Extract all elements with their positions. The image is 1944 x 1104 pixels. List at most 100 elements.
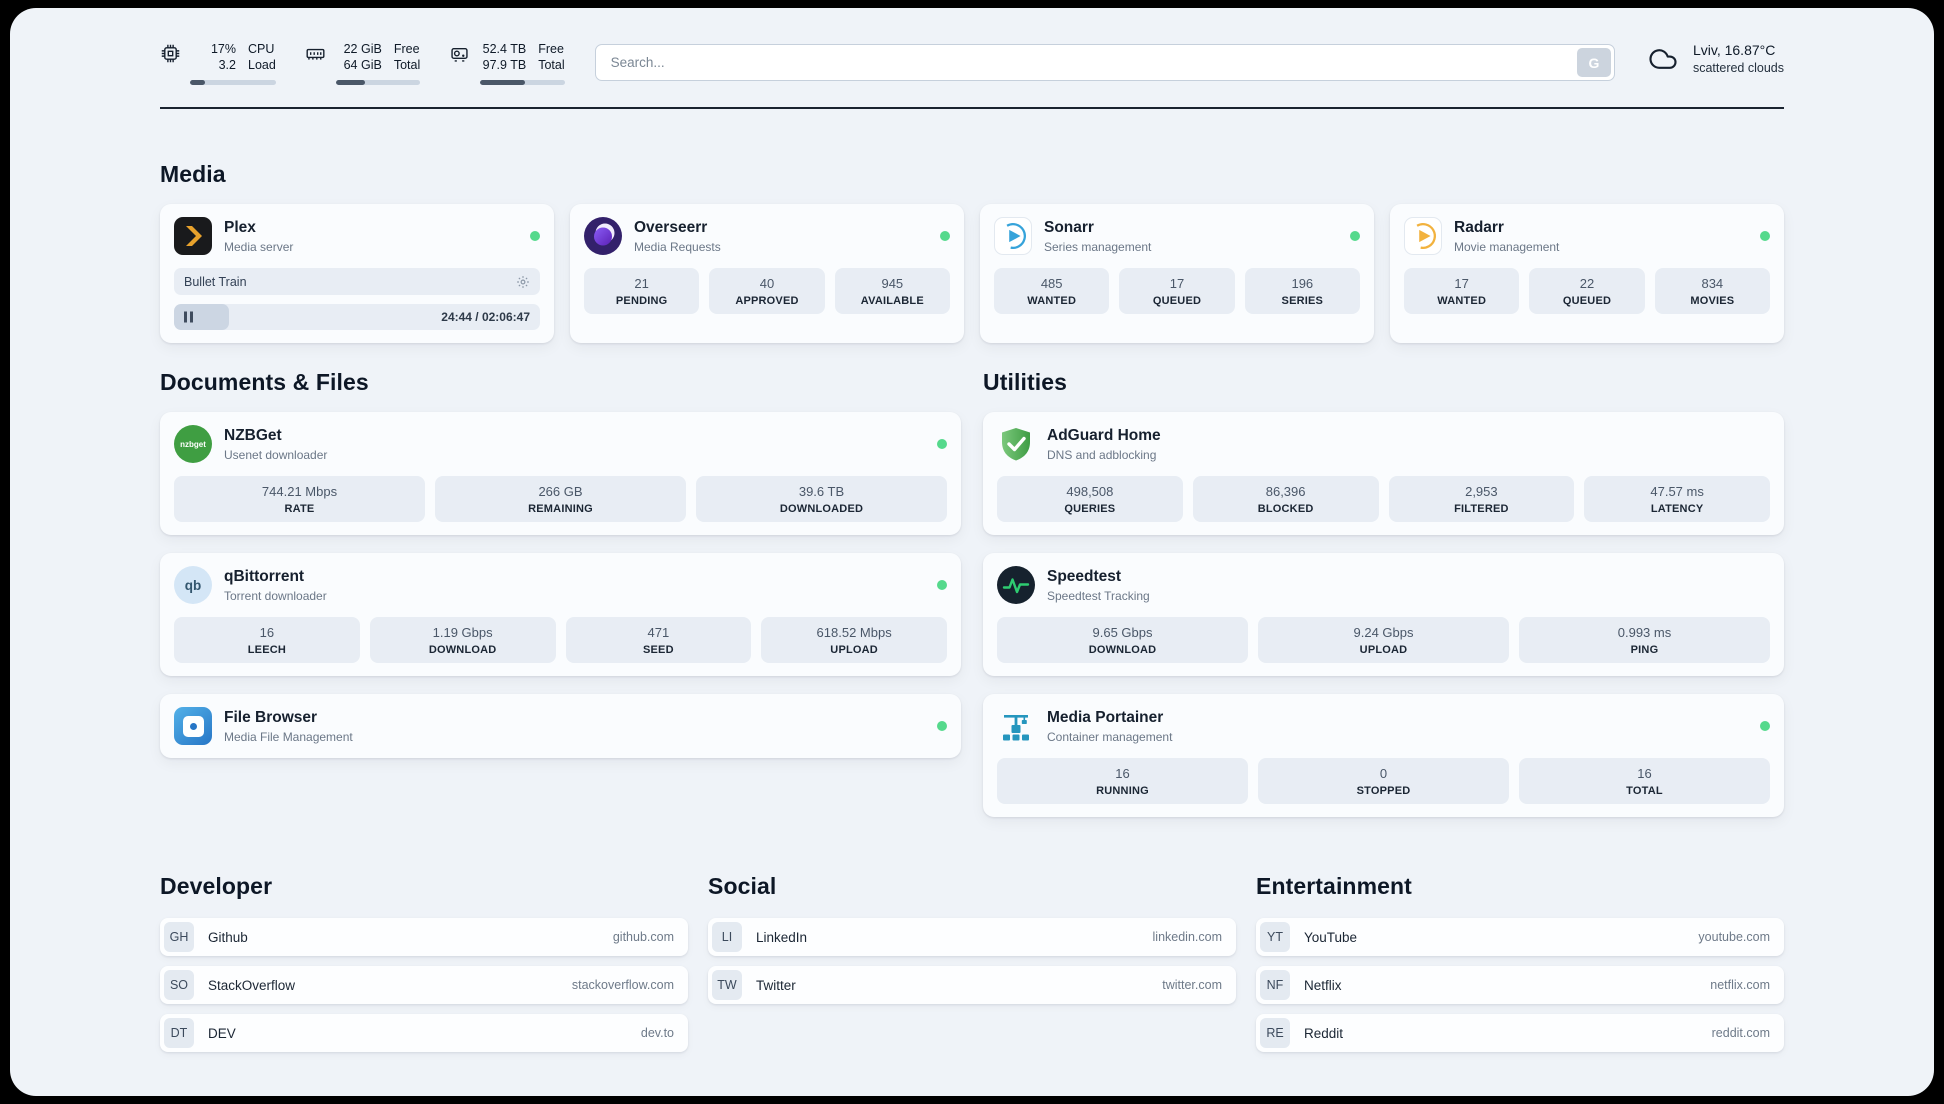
bookmark-abbr: TW — [712, 970, 742, 1001]
bookmark-abbr: YT — [1260, 922, 1290, 953]
bookmark-reddit[interactable]: RE Reddit reddit.com — [1256, 1014, 1784, 1053]
stat-value: 21 — [634, 276, 649, 292]
app-card-radarr[interactable]: Radarr Movie management 17 WANTED 22 QUE… — [1390, 204, 1784, 344]
app-subtitle: Container management — [1047, 729, 1173, 744]
search-engine-button[interactable]: G — [1576, 48, 1611, 77]
bookmark-name: Twitter — [756, 977, 796, 993]
app-card-speedtest[interactable]: Speedtest Speedtest Tracking 9.65 Gbps D… — [983, 553, 1784, 677]
bookmark-github[interactable]: GH Github github.com — [160, 918, 688, 957]
app-name: Media Portainer — [1047, 708, 1164, 726]
stat-tile: 16 LEECH — [174, 617, 360, 664]
stat-tile: 22 QUEUED — [1529, 268, 1645, 315]
section-utilities: Utilities — [983, 369, 1784, 818]
sonarr-icon — [994, 217, 1032, 256]
bookmark-url: github.com — [612, 930, 674, 945]
settings-gear-icon[interactable] — [516, 275, 530, 289]
entertainment-section-title: Entertainment — [1256, 873, 1412, 900]
bookmark-netflix[interactable]: NF Netflix netflix.com — [1256, 966, 1784, 1005]
app-name: NZBGet — [224, 426, 282, 444]
disk-label2: Total — [538, 57, 565, 72]
app-subtitle: Media File Management — [224, 729, 353, 744]
stat-value: 945 — [881, 276, 904, 292]
bookmark-abbr: DT — [164, 1018, 194, 1049]
app-card-qbittorrent[interactable]: qb qBittorrent Torrent downloader 16 LEE… — [160, 553, 961, 677]
search-input[interactable] — [594, 44, 1615, 81]
status-dot — [1760, 721, 1770, 732]
plex-progress-bar[interactable]: 24:44 / 02:06:47 — [174, 304, 540, 331]
app-card-plex[interactable]: Plex Media server Bullet Train — [160, 204, 554, 344]
ram-free-value: 22 GiB — [343, 42, 382, 56]
weather-widget: Lviv, 16.87°C scattered clouds — [1645, 42, 1784, 75]
app-card-overseerr[interactable]: Overseerr Media Requests 21 PENDING 40 A… — [570, 204, 964, 344]
stat-tile: 40 APPROVED — [709, 268, 825, 315]
stat-label: UPLOAD — [830, 644, 878, 657]
pause-icon[interactable] — [184, 311, 193, 323]
status-dot — [937, 721, 947, 732]
stat-tile: 17 QUEUED — [1119, 268, 1235, 315]
bookmark-url: youtube.com — [1698, 930, 1770, 945]
stat-value: 471 — [647, 625, 670, 641]
radarr-icon — [1404, 217, 1442, 256]
bookmark-abbr: NF — [1260, 970, 1290, 1001]
app-name: Speedtest — [1047, 567, 1122, 585]
app-card-nzbget[interactable]: nzbget NZBGet Usenet downloader 744.21 M… — [160, 412, 961, 536]
status-dot — [937, 439, 947, 450]
bookmark-url: stackoverflow.com — [571, 978, 674, 993]
disk-label: Free — [538, 42, 564, 56]
stat-tile: 498,508 QUERIES — [997, 476, 1183, 523]
stat-label: QUEUED — [1562, 295, 1612, 308]
search-bar: G — [594, 44, 1615, 81]
stat-value: 47.57 ms — [1650, 484, 1704, 500]
documents-section-title: Documents & Files — [160, 369, 369, 396]
speedtest-icon — [997, 566, 1035, 605]
app-card-filebrowser[interactable]: File Browser Media File Management — [160, 694, 961, 759]
app-subtitle: Speedtest Tracking — [1047, 588, 1150, 603]
section-social: Social LI LinkedIn linkedin.com TW Twitt… — [708, 873, 1236, 1052]
stat-label: PING — [1630, 644, 1659, 657]
app-subtitle: Media Requests — [634, 239, 721, 254]
cpu-load-value: 3.2 — [218, 57, 236, 72]
plex-icon — [174, 217, 212, 256]
stat-label: REMAINING — [528, 503, 593, 516]
bookmark-stackoverflow[interactable]: SO StackOverflow stackoverflow.com — [160, 966, 688, 1005]
stat-tile: 1.19 Gbps DOWNLOAD — [369, 617, 556, 664]
stat-tile: 9.24 Gbps UPLOAD — [1258, 617, 1509, 664]
stat-value: 9.65 Gbps — [1092, 625, 1153, 641]
disk-progress-fill — [480, 80, 525, 86]
bookmark-name: Netflix — [1304, 977, 1342, 993]
ram-progress-track — [335, 80, 421, 86]
stat-label: FILTERED — [1454, 503, 1509, 516]
stat-tile: 39.6 TB DOWNLOADED — [696, 476, 947, 523]
stat-tile: 0 STOPPED — [1258, 758, 1509, 805]
app-card-adguard[interactable]: AdGuard Home DNS and adblocking 498,508 … — [983, 412, 1784, 536]
app-card-portainer[interactable]: Media Portainer Container management 16 … — [983, 694, 1784, 818]
stat-value: 16 — [1115, 766, 1130, 782]
weather-location: Lviv, 16.87°C — [1692, 42, 1776, 58]
bookmark-name: StackOverflow — [208, 977, 296, 993]
stat-label: DOWNLOAD — [428, 644, 497, 657]
stat-label: MOVIES — [1690, 295, 1735, 308]
cpu-values: 17% 3.2 — [190, 42, 236, 73]
stat-value: 618.52 Mbps — [816, 625, 892, 641]
stat-label: WANTED — [1437, 295, 1487, 308]
bookmark-name: DEV — [208, 1025, 236, 1041]
now-playing-title: Bullet Train — [184, 274, 247, 289]
bookmark-twitter[interactable]: TW Twitter twitter.com — [708, 966, 1236, 1005]
bookmark-youtube[interactable]: YT YouTube youtube.com — [1256, 918, 1784, 957]
app-card-sonarr[interactable]: Sonarr Series management 485 WANTED 17 Q… — [980, 204, 1374, 344]
stat-label: RUNNING — [1096, 785, 1149, 798]
stat-label: DOWNLOAD — [1088, 644, 1157, 657]
bookmark-url: netflix.com — [1710, 978, 1770, 993]
stat-value: 744.21 Mbps — [261, 484, 338, 500]
bookmark-url: reddit.com — [1711, 1026, 1770, 1041]
stat-value: 0 — [1379, 766, 1388, 782]
stat-tile: 945 AVAILABLE — [834, 268, 950, 315]
ram-values: 22 GiB 64 GiB — [336, 42, 382, 73]
stat-label: AVAILABLE — [860, 295, 924, 308]
disk-icon — [448, 43, 471, 85]
bookmark-linkedin[interactable]: LI LinkedIn linkedin.com — [708, 918, 1236, 957]
stat-value: 17 — [1454, 276, 1469, 292]
stat-value: 40 — [759, 276, 775, 292]
bookmark-dev[interactable]: DT DEV dev.to — [160, 1014, 688, 1053]
stat-tile: 0.993 ms PING — [1519, 617, 1770, 664]
